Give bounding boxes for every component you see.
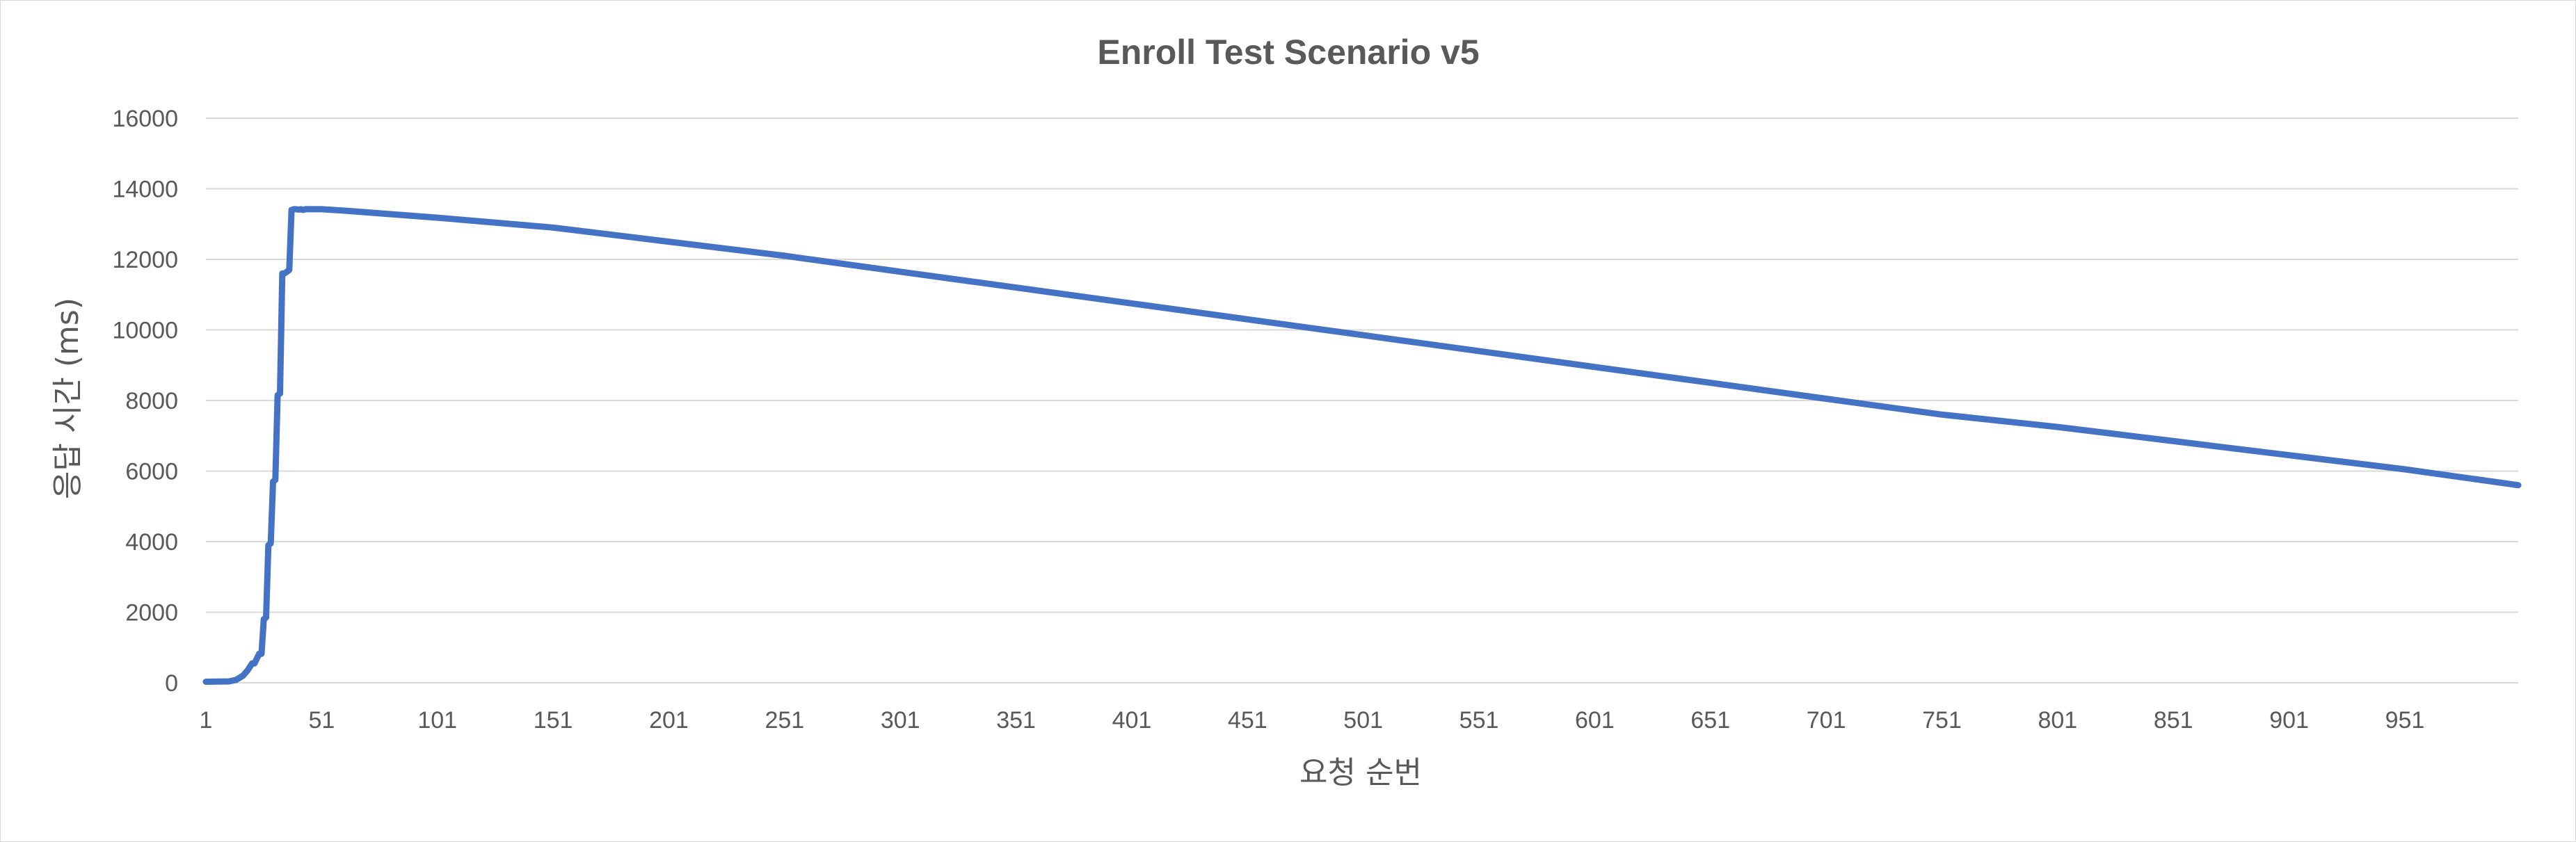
x-tick-label: 101 xyxy=(417,707,457,734)
y-tick-label: 12000 xyxy=(112,247,178,273)
y-tick-label: 8000 xyxy=(125,388,178,414)
chart-title: Enroll Test Scenario v5 xyxy=(1097,33,1479,72)
x-tick-label: 51 xyxy=(308,707,335,734)
x-axis-ticks: 1 51 101 151 201 251 301 351 401 451 501 551 601 651 7… xyxy=(200,707,2425,734)
x-tick-label: 601 xyxy=(1575,707,1615,734)
y-tick-label: 10000 xyxy=(112,318,178,344)
y-tick-label: 0 xyxy=(165,670,178,697)
y-tick-label: 14000 xyxy=(112,177,178,203)
x-tick-label: 301 xyxy=(881,707,920,734)
x-tick-label: 1 xyxy=(200,707,213,734)
x-tick-label: 451 xyxy=(1228,707,1267,734)
x-tick-label: 351 xyxy=(996,707,1036,734)
x-tick-label: 851 xyxy=(2154,707,2193,734)
x-tick-label: 501 xyxy=(1343,707,1383,734)
x-tick-label: 751 xyxy=(1922,707,1962,734)
x-tick-label: 801 xyxy=(2038,707,2077,734)
y-axis-ticks: 0 2000 4000 6000 8000 10000 12000 14000 16000 xyxy=(112,106,178,697)
y-tick-label: 6000 xyxy=(125,459,178,485)
x-tick-label: 401 xyxy=(1112,707,1152,734)
y-tick-label: 16000 xyxy=(112,106,178,132)
x-tick-label: 701 xyxy=(1807,707,1846,734)
x-tick-label: 151 xyxy=(534,707,573,734)
y-tick-label: 2000 xyxy=(125,600,178,626)
series-line xyxy=(202,206,2522,685)
x-tick-label: 201 xyxy=(649,707,689,734)
x-tick-label: 551 xyxy=(1459,707,1499,734)
x-tick-label: 651 xyxy=(1690,707,1730,734)
y-axis-title: 응답 시간 (ms) xyxy=(50,298,86,499)
y-tick-label: 4000 xyxy=(125,529,178,556)
x-tick-label: 951 xyxy=(2385,707,2425,734)
x-tick-label: 251 xyxy=(765,707,804,734)
x-tick-label: 901 xyxy=(2269,707,2309,734)
x-axis-title: 요청 순번 xyxy=(1299,755,1422,791)
gridlines xyxy=(206,118,2518,683)
